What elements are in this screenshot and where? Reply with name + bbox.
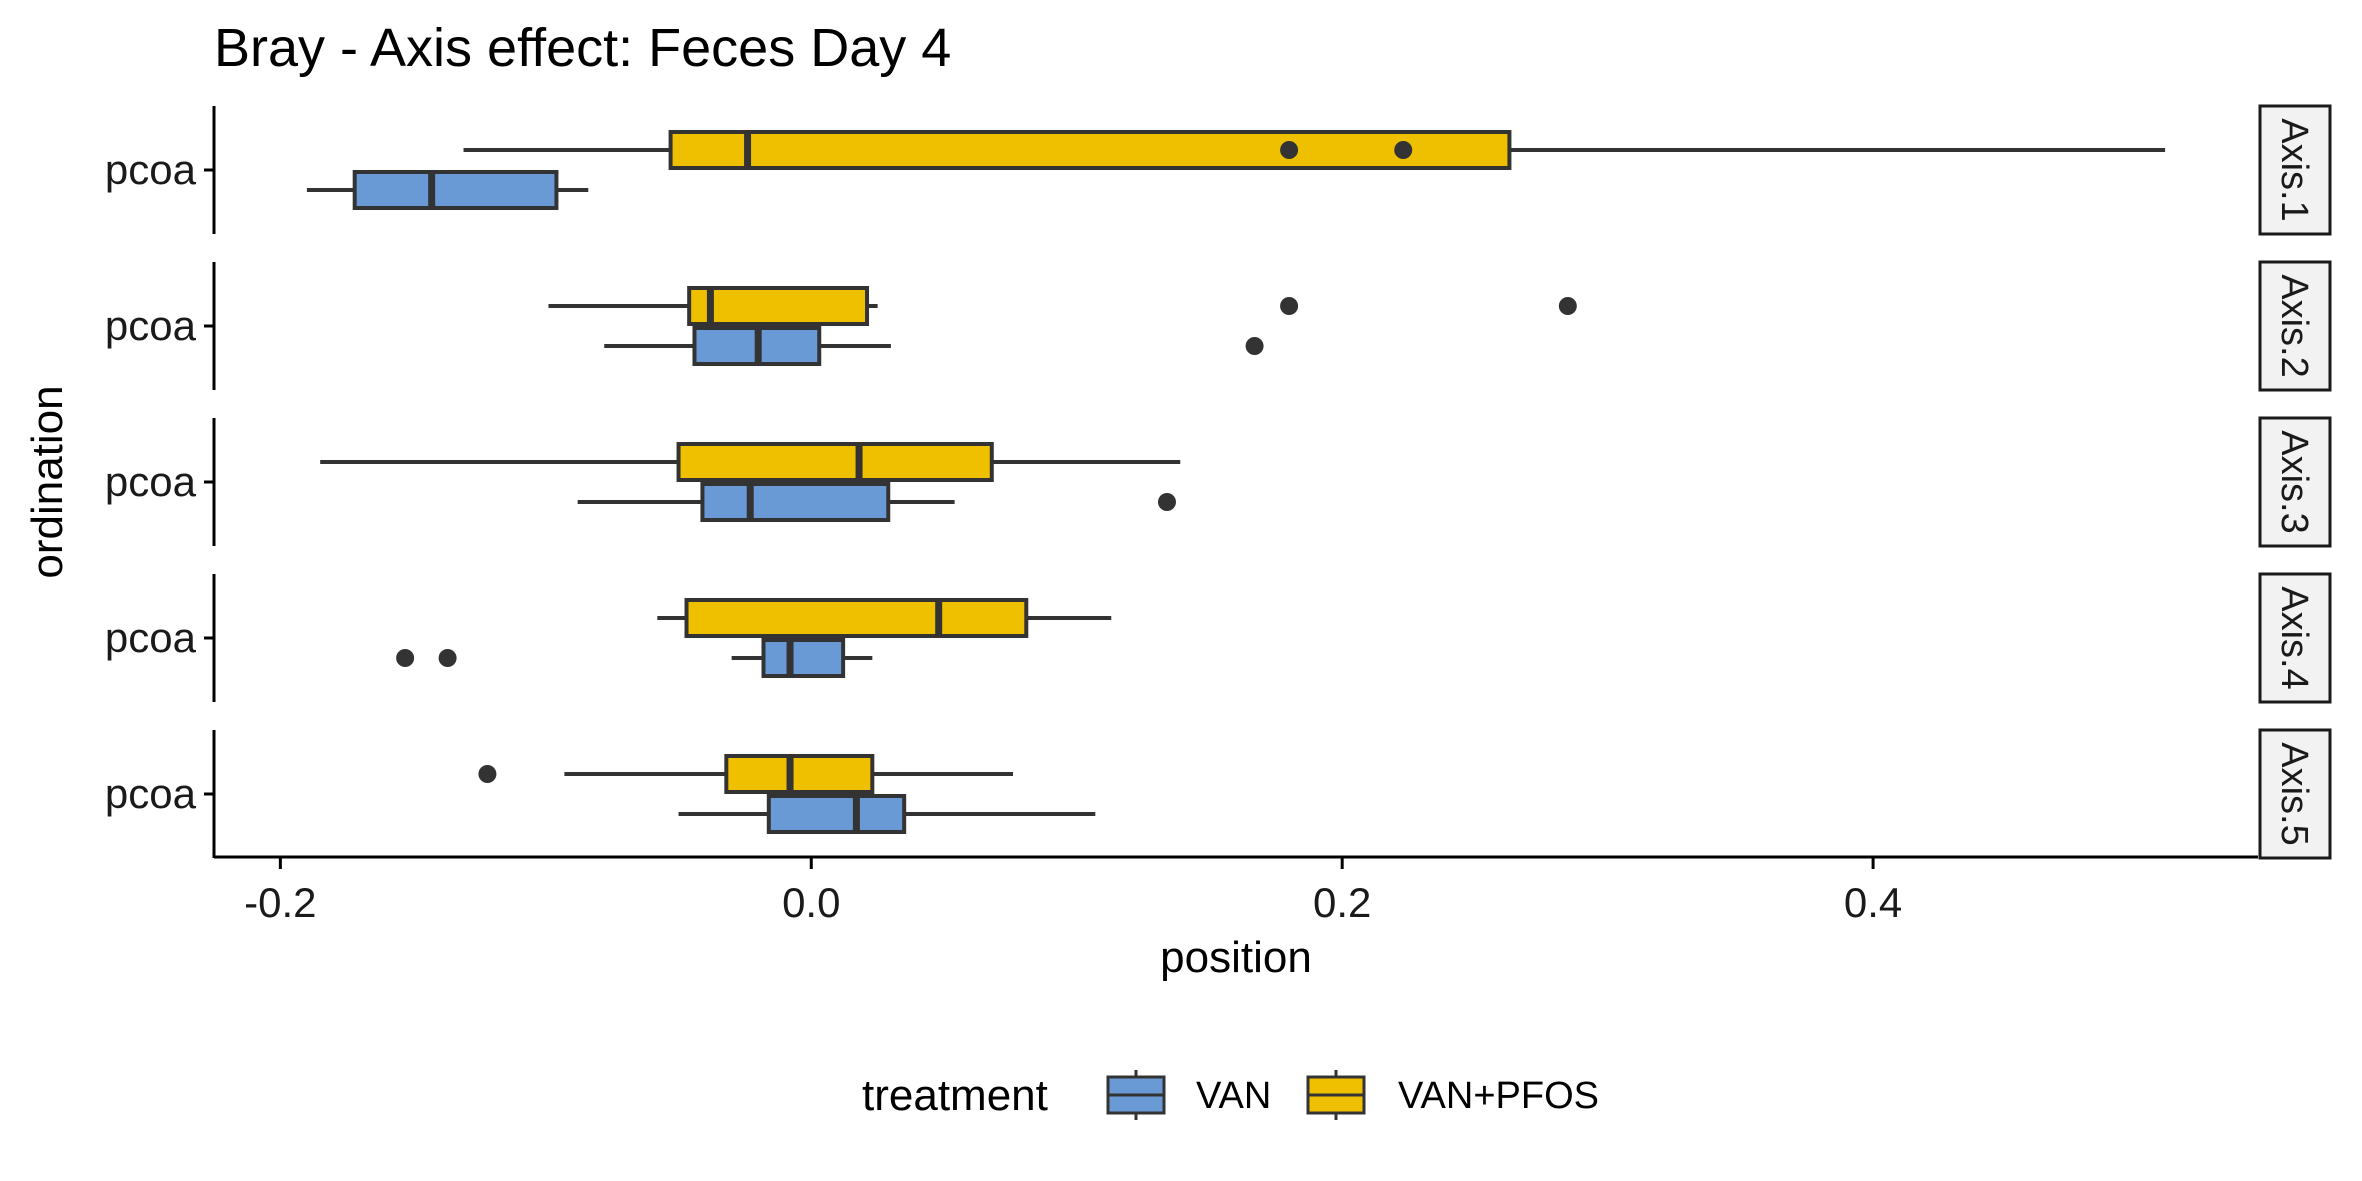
- box-iqr: [668, 130, 1512, 170]
- legend: treatment VAN VAN+PFOS: [862, 1070, 1599, 1120]
- box-iqr: [687, 286, 870, 326]
- legend-key-van-pfos: VAN+PFOS: [1306, 1070, 1599, 1120]
- box-van: [306, 170, 589, 210]
- box-iqr: [352, 170, 559, 210]
- box-van: [604, 326, 1264, 366]
- box-van-pfos: [320, 442, 1181, 482]
- x-tick-label: 0.2: [1313, 879, 1371, 926]
- x-axis: -0.2 0.0 0.2 0.4: [244, 857, 1902, 926]
- facet-strip: [2258, 104, 2332, 236]
- chart-title: Bray - Axis effect: Feces Day 4: [214, 18, 951, 78]
- box-iqr: [684, 598, 1029, 638]
- outlier-point: [1280, 297, 1299, 315]
- facet-strip: [2258, 572, 2332, 704]
- y-tick-label: pcoa: [105, 302, 197, 349]
- facet-strip: [2258, 728, 2332, 860]
- y-tick-label: pcoa: [105, 146, 197, 193]
- outlier-point: [438, 649, 457, 667]
- y-tick-label: pcoa: [105, 770, 197, 817]
- facet-strip-label: Axis.2: [2273, 274, 2315, 377]
- box-van-pfos: [463, 130, 2166, 170]
- panels: pcoa Axis.1 pcoa Axis.2 pcoa Axis.3 pcoa Axis.4…: [105, 104, 2332, 860]
- x-tick-label: 0.0: [782, 879, 840, 926]
- outlier-point: [1157, 493, 1176, 511]
- x-axis-title: position: [1160, 933, 1312, 982]
- box-van-pfos: [548, 286, 1577, 326]
- legend-label: VAN+PFOS: [1398, 1075, 1599, 1117]
- outlier-point: [1558, 297, 1577, 315]
- box-iqr: [724, 754, 875, 794]
- panel-2: pcoa Axis.2: [105, 260, 2332, 392]
- facet-strip-label: Axis.4: [2273, 586, 2315, 689]
- outlier-point: [1280, 141, 1299, 159]
- outlier-point: [1245, 337, 1264, 355]
- box-iqr: [676, 442, 994, 482]
- outlier-point: [478, 765, 497, 783]
- panel-4: pcoa Axis.4: [105, 572, 2332, 704]
- facet-strip-label: Axis.5: [2273, 742, 2315, 845]
- box-iqr: [700, 482, 891, 522]
- outlier-point: [1394, 141, 1413, 159]
- panel-3: pcoa Axis.3: [105, 416, 2332, 548]
- box-iqr: [766, 794, 907, 834]
- legend-label: VAN: [1196, 1075, 1271, 1117]
- legend-key-van: VAN: [1106, 1070, 1271, 1120]
- box-van-pfos: [478, 754, 1014, 794]
- y-tick-label: pcoa: [105, 614, 197, 661]
- box-van: [577, 482, 1176, 522]
- panel-1: pcoa Axis.1: [105, 104, 2332, 236]
- facet-strip-label: Axis.3: [2273, 430, 2315, 533]
- y-axis-title: ordination: [23, 385, 72, 578]
- y-tick-label: pcoa: [105, 458, 197, 505]
- facet-strip: [2258, 260, 2332, 392]
- box-iqr: [761, 638, 846, 678]
- facet-strip-label: Axis.1: [2273, 118, 2315, 221]
- box-van: [678, 794, 1096, 834]
- facet-strip: [2258, 416, 2332, 548]
- outlier-point: [396, 649, 415, 667]
- box-van: [396, 638, 873, 678]
- box-van-pfos: [657, 598, 1112, 638]
- x-tick-label: -0.2: [244, 879, 316, 926]
- panel-5: pcoa Axis.5: [105, 728, 2332, 860]
- x-tick-label: 0.4: [1844, 879, 1902, 926]
- legend-title: treatment: [862, 1071, 1048, 1120]
